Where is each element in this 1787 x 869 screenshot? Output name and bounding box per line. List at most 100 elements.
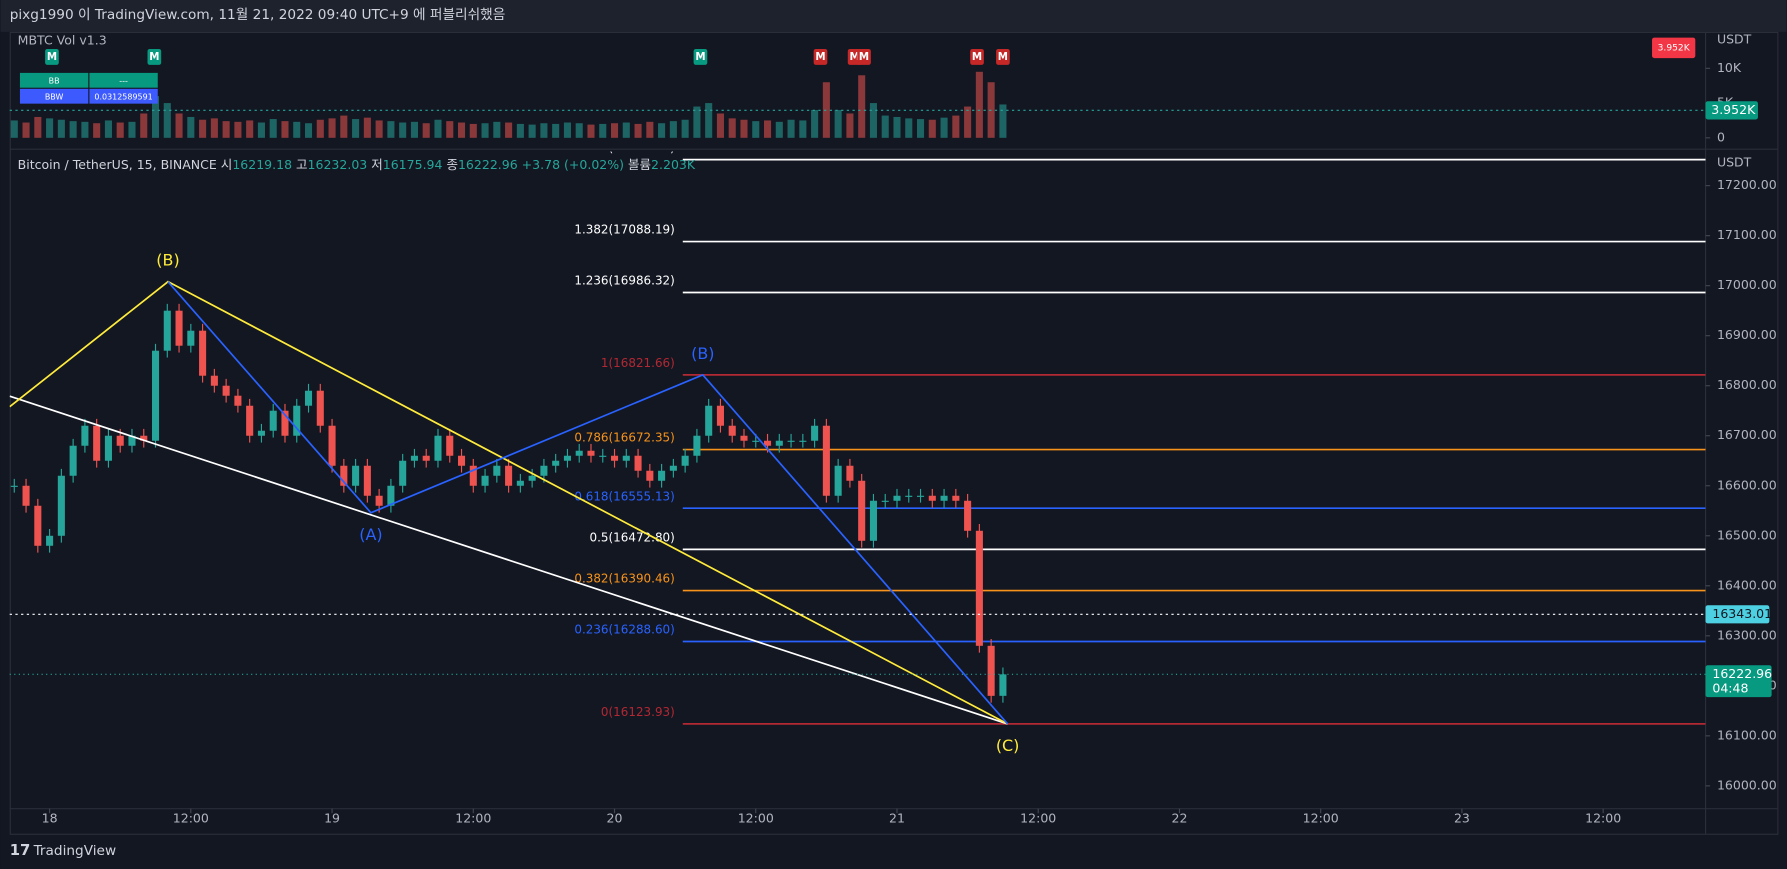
- candle-body: [669, 465, 677, 471]
- volume-bar: [822, 82, 830, 138]
- volume-bar: [834, 110, 842, 138]
- price-tick-label: 17200.00: [1717, 177, 1777, 192]
- fib-label: 1(16821.66): [601, 356, 675, 370]
- price-unit: USDT: [1717, 154, 1752, 169]
- candle-body: [846, 465, 854, 481]
- candle-body: [457, 455, 466, 466]
- wave-label: (B): [691, 344, 714, 363]
- volume-tick-label: 0: [1717, 129, 1725, 144]
- volume-bar: [552, 123, 560, 138]
- volume-bar: [634, 123, 642, 138]
- candle-body: [964, 500, 972, 531]
- signal-marker: [45, 48, 59, 65]
- volume-bar: [128, 121, 136, 138]
- signal-marker-label: M: [815, 51, 825, 63]
- candle-body: [387, 485, 395, 506]
- volume-bar: [869, 103, 877, 138]
- legend-item: Bitcoin / TetherUS, 15, BINANCE: [18, 157, 217, 172]
- candle-body: [540, 465, 548, 476]
- volume-bar: [669, 121, 677, 138]
- candle-body: [634, 455, 642, 471]
- candle-body: [257, 430, 265, 436]
- fib-label: 1.382(17088.19): [574, 223, 674, 237]
- volume-bar: [234, 121, 242, 138]
- volume-bar: [622, 122, 630, 138]
- volume-bar: [10, 120, 18, 138]
- price-tick-label: 16400.00: [1717, 577, 1777, 592]
- alert-tag-label: 16343.01: [1712, 606, 1772, 621]
- top-bar: [0, 0, 1787, 32]
- header-title: pixg1990 이 TradingView.com, 11월 21, 2022…: [10, 7, 506, 23]
- volume-bar: [175, 113, 183, 138]
- legend-item: 볼륨: [628, 157, 651, 172]
- volume-bar: [46, 118, 54, 138]
- volume-bar: [975, 71, 983, 138]
- volume-bar: [304, 123, 313, 138]
- volume-bar: [540, 123, 548, 138]
- table-cell-text: BBW: [45, 92, 64, 101]
- signal-marker-label: M: [850, 51, 860, 63]
- candle-body: [681, 455, 689, 466]
- candle-body: [304, 390, 313, 406]
- footer-logo: 𝟭𝟳: [10, 842, 31, 859]
- fib-label: 0.618(16555.13): [574, 489, 674, 503]
- candle-body: [881, 500, 889, 502]
- time-tick-label: 12:00: [455, 810, 491, 825]
- candle-body: [116, 435, 124, 446]
- legend-item: 16219.18: [232, 157, 292, 172]
- legend-item: 시: [221, 157, 233, 172]
- candle-body: [222, 385, 230, 396]
- candle-body: [481, 475, 489, 486]
- candle-body: [93, 425, 101, 461]
- volume-bar: [446, 121, 454, 138]
- volume-bar: [387, 121, 395, 138]
- volume-bar: [210, 118, 218, 138]
- candle-body: [10, 485, 18, 487]
- volume-bar: [658, 123, 666, 138]
- volume-bar: [399, 122, 407, 138]
- wave-line: [9, 395, 1008, 725]
- candle-body: [140, 435, 148, 441]
- countdown-label: 04:48: [1712, 681, 1748, 696]
- volume-tick-label: 10K: [1717, 60, 1742, 75]
- volume-alert-label: 3.952K: [1658, 43, 1691, 53]
- fib-label: 1.236(16986.32): [574, 274, 674, 288]
- volume-bar: [928, 119, 936, 138]
- volume-bar: [163, 103, 171, 138]
- signal-marker-label: M: [695, 51, 705, 63]
- volume-bar: [599, 123, 607, 138]
- volume-unit: USDT: [1717, 31, 1752, 46]
- price-tick-label: 17000.00: [1717, 277, 1777, 292]
- volume-bar: [646, 121, 654, 138]
- table-cell: [19, 72, 89, 88]
- volume-bar: [116, 122, 124, 138]
- candle-body: [352, 465, 360, 486]
- candle-body: [917, 495, 925, 497]
- candle-body: [799, 440, 807, 442]
- volume-alert-tag: [1652, 37, 1696, 59]
- volume-bar: [799, 120, 807, 138]
- volume-bar: [104, 120, 112, 138]
- volume-bar: [187, 116, 195, 138]
- volume-bar: [222, 121, 230, 138]
- candle-body: [246, 405, 254, 436]
- signal-marker-label: M: [859, 51, 869, 63]
- candle-body: [46, 535, 54, 546]
- price-tick-label: 16900.00: [1717, 327, 1777, 342]
- candle-body: [940, 495, 948, 501]
- candle-body: [552, 460, 560, 466]
- volume-bar: [893, 116, 901, 138]
- candle-body: [375, 495, 383, 506]
- price-tick-label: 16100.00: [1717, 727, 1777, 742]
- candle-body: [234, 395, 242, 406]
- candle-body: [340, 465, 348, 486]
- candle-body: [363, 465, 371, 496]
- volume-bar: [328, 118, 336, 138]
- candle-body: [493, 465, 501, 476]
- volume-bar: [528, 124, 536, 138]
- candle-body: [905, 495, 913, 497]
- candle-body: [505, 465, 513, 486]
- volume-bar: [69, 121, 77, 138]
- table-cell-text: BB: [49, 76, 60, 85]
